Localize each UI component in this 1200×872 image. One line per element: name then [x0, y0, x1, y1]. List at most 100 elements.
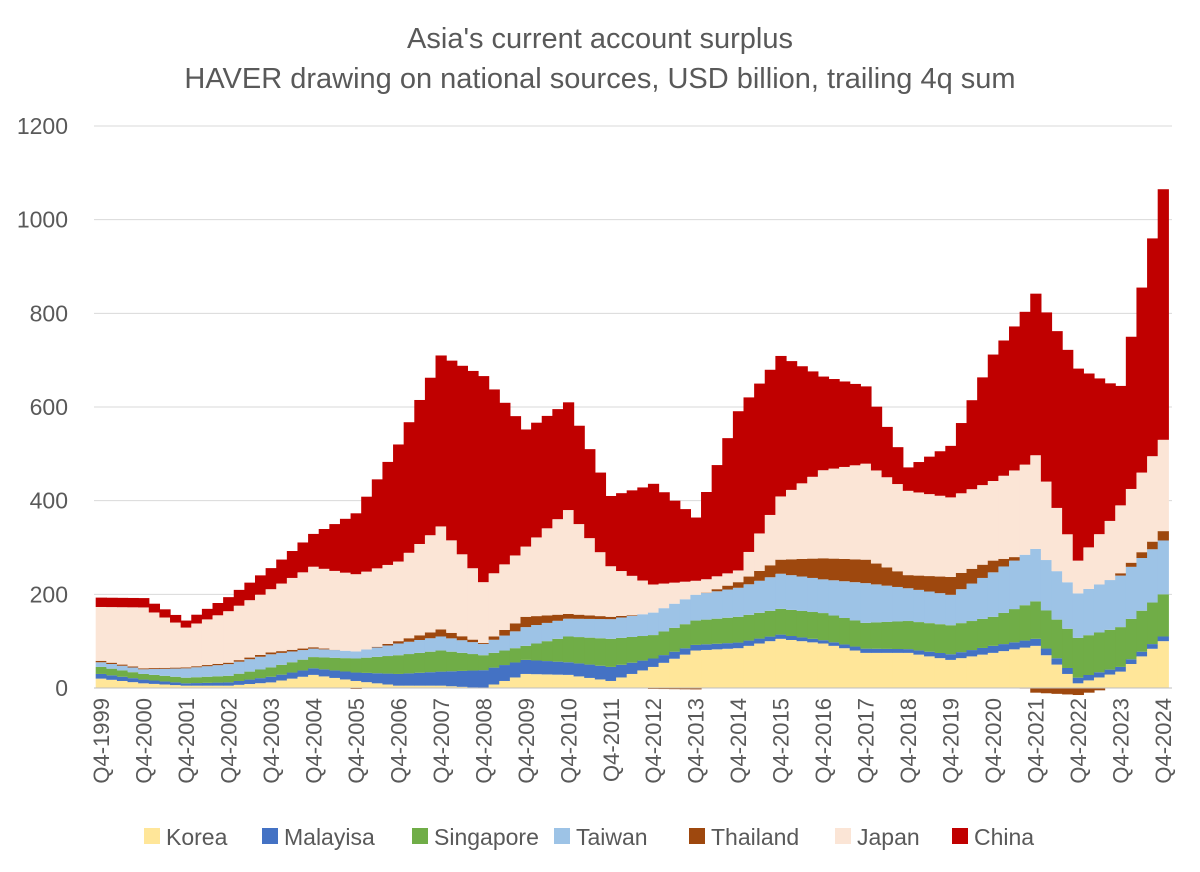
bar-segment-thailand: [1040, 688, 1053, 694]
bar-segment-japan: [1009, 470, 1021, 558]
bar-segment-thailand: [170, 667, 182, 669]
bar-segment-singapore: [955, 623, 968, 653]
bar-Q1-2004: [276, 559, 288, 688]
bar-segment-taiwan: [647, 612, 660, 636]
bar-segment-korea: [254, 683, 267, 688]
bar-Q2-2009: [499, 402, 511, 688]
bar-segment-taiwan: [1040, 560, 1053, 611]
bar-segment-taiwan: [839, 581, 851, 618]
bar-segment-thailand: [1115, 573, 1127, 576]
bar-segment-malaysia: [849, 646, 861, 651]
bar-segment-korea: [148, 683, 161, 688]
bar-segment-taiwan: [1157, 540, 1169, 595]
bar-segment-korea: [1147, 648, 1159, 688]
bar-segment-korea: [860, 652, 872, 689]
bar-Q2-2017: [839, 381, 851, 688]
bar-segment-thailand: [1030, 688, 1042, 693]
bar-segment-japan: [913, 492, 925, 576]
bar-segment-japan: [1157, 439, 1169, 532]
bar-segment-singapore: [817, 613, 830, 641]
bar-segment-taiwan: [934, 593, 946, 625]
bar-Q3-2020: [977, 377, 989, 688]
bar-Q2-2024: [1136, 287, 1148, 688]
bar-segment-japan: [1051, 507, 1063, 572]
bar-segment-singapore: [934, 624, 946, 653]
bar-segment-korea: [987, 652, 999, 689]
x-tick-label: Q4-2000: [132, 698, 157, 784]
x-tick-label: Q4-2016: [811, 698, 836, 784]
bar-segment-thailand: [679, 688, 692, 690]
bar-Q2-2000: [116, 597, 129, 688]
bar-segment-taiwan: [467, 642, 479, 655]
bar-segment-malaysia: [212, 682, 224, 686]
bar-Q1-2024: [1125, 336, 1138, 688]
bar-segment-singapore: [796, 610, 808, 638]
bar-segment-singapore: [870, 622, 883, 649]
bar-segment-taiwan: [998, 566, 1010, 613]
bar-segment-malaysia: [509, 662, 522, 678]
x-tick-label: Q4-2015: [769, 698, 794, 784]
bar-segment-singapore: [244, 671, 256, 680]
bar-segment-japan: [732, 570, 745, 583]
bar-segment-malaysia: [860, 648, 872, 653]
bar-Q2-2004: [286, 551, 299, 688]
bar-segment-malaysia: [998, 644, 1010, 652]
bar-segment-taiwan: [478, 643, 490, 656]
bar-segment-singapore: [881, 621, 893, 649]
bar-segment-japan: [934, 495, 946, 577]
bar-segment-china: [647, 483, 660, 585]
bar-segment-korea: [1009, 649, 1021, 688]
bar-segment-taiwan: [1019, 554, 1031, 606]
bar-segment-singapore: [616, 637, 628, 665]
bar-segment-malaysia: [1019, 640, 1031, 648]
bar-segment-thailand: [1136, 552, 1148, 559]
bar-segment-china: [977, 377, 989, 486]
bar-segment-japan: [955, 493, 968, 573]
legend: Korea Malayisa Singapore Taiwan Thailand Japa…: [144, 824, 1034, 850]
legend-item-thailand: Thailand: [689, 824, 799, 850]
bar-Q2-2011: [584, 449, 596, 688]
bar-segment-taiwan: [201, 666, 214, 677]
bar-segment-thailand: [616, 615, 628, 618]
bar-segment-china: [414, 399, 426, 544]
bar-segment-korea: [1157, 641, 1169, 688]
bar-Q1-2005: [318, 529, 330, 688]
bar-segment-singapore: [626, 636, 638, 663]
bar-segment-japan: [414, 543, 426, 636]
bar-segment-korea: [977, 654, 989, 688]
bar-segment-thailand: [159, 667, 171, 669]
bar-segment-japan: [945, 497, 957, 578]
bar-segment-china: [690, 517, 702, 581]
bar-segment-japan: [531, 537, 543, 617]
bar-segment-korea: [361, 682, 373, 688]
bar-segment-china: [541, 415, 553, 529]
bar-Q3-2011: [594, 472, 607, 688]
bar-segment-thailand: [605, 616, 617, 620]
bar-segment-taiwan: [318, 649, 330, 658]
bar-segment-taiwan: [297, 650, 309, 660]
bar-segment-malaysia: [138, 679, 150, 684]
bar-Q2-2016: [796, 366, 808, 688]
bar-segment-china: [711, 465, 723, 577]
legend-swatch: [835, 828, 851, 844]
bar-segment-singapore: [754, 612, 766, 639]
bar-segment-taiwan: [127, 667, 139, 673]
bar-Q2-2022: [1051, 331, 1063, 694]
bar-segment-malaysia: [807, 638, 819, 643]
bar-segment-korea: [531, 674, 543, 688]
bar-segment-korea: [839, 648, 851, 688]
bar-segment-china: [1157, 189, 1169, 440]
bar-segment-taiwan: [361, 649, 373, 658]
bar-Q4-1999: [95, 597, 107, 688]
bar-segment-japan: [297, 572, 309, 649]
bar-segment-malaysia: [1115, 666, 1127, 672]
bar-segment-japan: [966, 489, 978, 569]
y-tick-label: 400: [30, 488, 68, 514]
bar-segment-singapore: [1104, 629, 1116, 670]
bar-segment-china: [785, 361, 798, 490]
bar-segment-china: [1040, 312, 1053, 482]
bar-segment-taiwan: [754, 580, 766, 613]
bar-segment-china: [180, 620, 192, 628]
bar-segment-taiwan: [701, 593, 713, 620]
